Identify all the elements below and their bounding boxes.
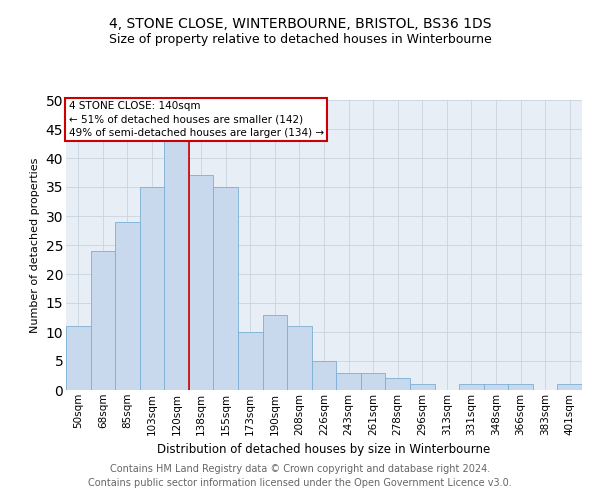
Bar [189,176,214,390]
Bar [164,123,189,390]
Bar [66,326,91,390]
Text: 4 STONE CLOSE: 140sqm
← 51% of detached houses are smaller (142)
49% of semi-det: 4 STONE CLOSE: 140sqm ← 51% of detached … [68,102,324,138]
Bar [484,384,508,390]
Text: Contains HM Land Registry data © Crown copyright and database right 2024.
Contai: Contains HM Land Registry data © Crown c… [88,464,512,487]
Text: Size of property relative to detached houses in Winterbourne: Size of property relative to detached ho… [109,32,491,46]
Bar [508,384,533,390]
X-axis label: Distribution of detached houses by size in Winterbourne: Distribution of detached houses by size … [157,443,491,456]
Bar [214,187,238,390]
Bar [557,384,582,390]
Bar [459,384,484,390]
Bar [238,332,263,390]
Bar [312,361,336,390]
Bar [91,251,115,390]
Bar [140,187,164,390]
Bar [336,372,361,390]
Bar [361,372,385,390]
Y-axis label: Number of detached properties: Number of detached properties [30,158,40,332]
Bar [410,384,434,390]
Bar [263,314,287,390]
Text: 4, STONE CLOSE, WINTERBOURNE, BRISTOL, BS36 1DS: 4, STONE CLOSE, WINTERBOURNE, BRISTOL, B… [109,18,491,32]
Bar [115,222,140,390]
Bar [287,326,312,390]
Bar [385,378,410,390]
